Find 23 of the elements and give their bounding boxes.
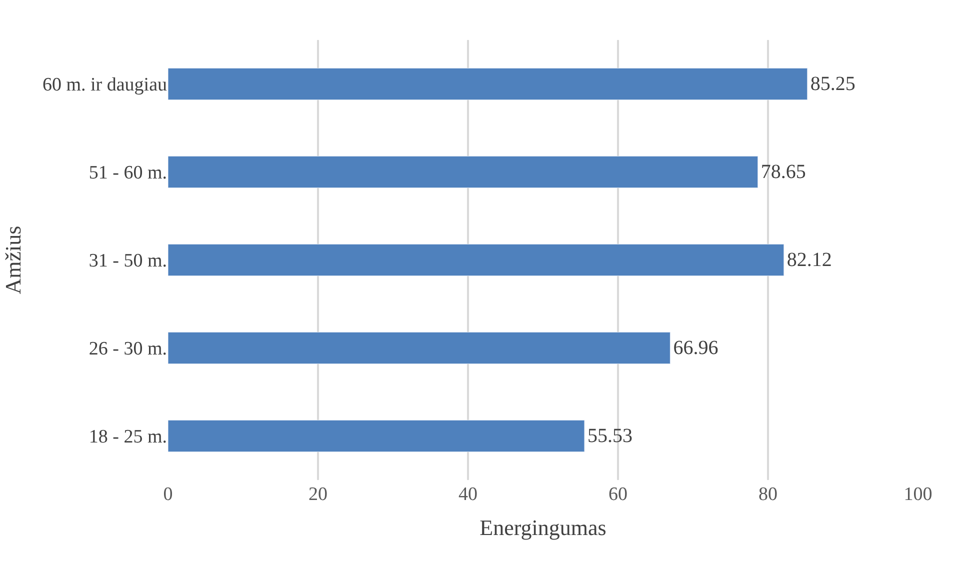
bar (168, 156, 758, 188)
data-label: 55.53 (587, 425, 632, 447)
x-tick-label: 80 (758, 484, 778, 505)
x-tick-label: 20 (308, 484, 328, 505)
y-tick-label: 26 - 30 m. (88, 338, 167, 360)
y-tick-label: 31 - 50 m. (88, 250, 167, 272)
x-tick-label: 0 (163, 484, 173, 505)
x-tick-label: 40 (458, 484, 478, 505)
data-label: 78.65 (760, 161, 806, 183)
bar (168, 68, 808, 100)
data-label: 85.25 (810, 73, 856, 95)
bar (168, 332, 670, 364)
bar (168, 420, 585, 452)
x-tick-label: 60 (608, 484, 628, 505)
data-label: 82.12 (786, 249, 832, 271)
y-axis-title: Amžius (0, 226, 26, 294)
y-tick-label: 18 - 25 m. (88, 426, 167, 448)
x-axis-title: Energingumas (480, 514, 606, 540)
data-label: 66.96 (673, 337, 718, 359)
bar (168, 244, 784, 276)
y-tick-label: 60 m. ir daugiau (42, 74, 168, 96)
x-tick-label: 100 (904, 484, 932, 505)
y-tick-label: 51 - 60 m. (88, 162, 167, 184)
